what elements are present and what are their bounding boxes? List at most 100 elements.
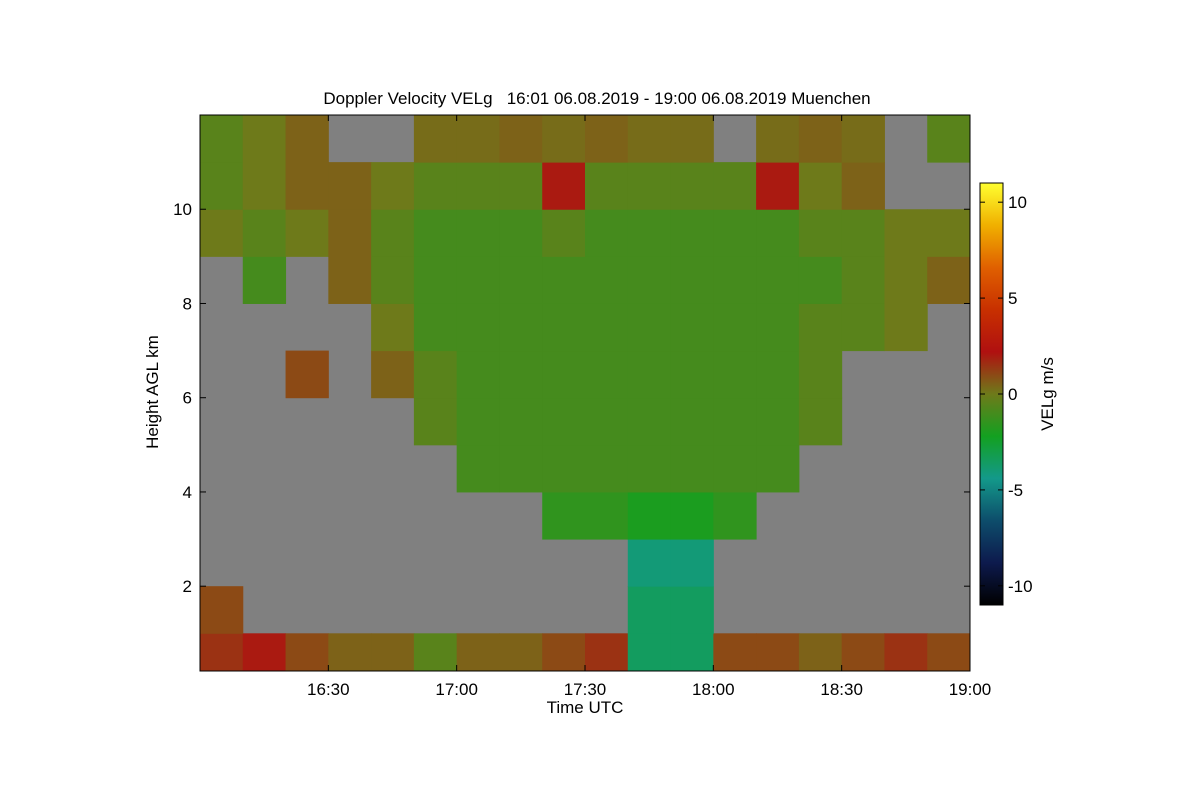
heatmap-cell: [371, 256, 415, 304]
heatmap-cell: [627, 115, 672, 163]
heatmap-cell: [884, 256, 928, 304]
heatmap-cell: [670, 162, 714, 210]
heatmap-cell: [413, 115, 458, 163]
heatmap-cell: [200, 586, 244, 634]
heatmap-cell: [285, 115, 329, 163]
heatmap-cell: [542, 162, 586, 210]
heatmap-cell: [456, 397, 500, 446]
heatmap-cell: [756, 397, 800, 446]
heatmap-cell: [627, 539, 672, 587]
heatmap-cell: [884, 303, 928, 352]
heatmap-cell: [798, 209, 843, 257]
heatmap-cell: [713, 491, 757, 540]
heatmap-cell: [756, 209, 800, 257]
heatmap-cell: [456, 303, 500, 352]
heatmap-cell: [670, 444, 714, 493]
heatmap-cell: [285, 350, 329, 399]
heatmap-cell: [371, 209, 415, 257]
heatmap-cell: [713, 162, 757, 210]
heatmap-cell: [798, 303, 843, 352]
heatmap-cell: [413, 256, 458, 304]
heatmap-cell: [627, 350, 672, 399]
heatmap-cell: [413, 397, 458, 446]
heatmap-cell: [499, 350, 543, 399]
heatmap-cell: [542, 397, 586, 446]
heatmap-cell: [756, 256, 800, 304]
heatmap-cell: [670, 115, 714, 163]
heatmap-cell: [585, 303, 629, 352]
heatmap-cell: [499, 162, 543, 210]
heatmap-cell: [627, 303, 672, 352]
y-axis-label: Height AGL km: [143, 335, 162, 449]
heatmap-cell: [413, 303, 458, 352]
heatmap-cell: [670, 397, 714, 446]
heatmap-cell: [756, 444, 800, 493]
heatmap-cell: [242, 633, 287, 671]
heatmap-cell: [670, 491, 714, 540]
x-tick-label: 18:00: [692, 680, 735, 699]
heatmap-cell: [456, 256, 500, 304]
heatmap-cell: [841, 633, 885, 671]
y-tick-label: 10: [173, 200, 192, 219]
heatmap-cell: [670, 256, 714, 304]
heatmap-cell: [585, 397, 629, 446]
heatmap-cell: [798, 162, 843, 210]
heatmap-cell: [756, 633, 800, 671]
heatmap-cell: [713, 350, 757, 399]
heatmap-cell: [542, 115, 586, 163]
heatmap-cell: [285, 633, 329, 671]
heatmap-cell: [713, 209, 757, 257]
heatmap-cell: [841, 256, 885, 304]
heatmap-cell: [413, 633, 458, 671]
y-tick-label: 6: [183, 389, 192, 408]
heatmap-cell: [713, 303, 757, 352]
heatmap-cell: [499, 397, 543, 446]
heatmap-cell: [242, 256, 287, 304]
heatmap-cell: [328, 209, 372, 257]
heatmap-cell: [841, 209, 885, 257]
heatmap-cell: [242, 209, 287, 257]
x-tick-label: 19:00: [949, 680, 992, 699]
heatmap-cell: [585, 491, 629, 540]
heatmap-cell: [841, 162, 885, 210]
y-tick-label: 4: [183, 483, 192, 502]
heatmap-cell: [585, 256, 629, 304]
heatmap-cell: [499, 256, 543, 304]
heatmap-cell: [413, 350, 458, 399]
heatmap-cell: [542, 491, 586, 540]
heatmap-cell: [713, 256, 757, 304]
heatmap-cell: [713, 444, 757, 493]
heatmap-cell: [627, 256, 672, 304]
heatmap-cell: [499, 444, 543, 493]
heatmap-cell: [499, 115, 543, 163]
heatmap-cell: [627, 444, 672, 493]
heatmap-cell: [328, 633, 372, 671]
heatmap-cell: [627, 491, 672, 540]
heatmap-cell: [798, 115, 843, 163]
heatmap-cell: [585, 633, 629, 671]
heatmap-cell: [713, 397, 757, 446]
heatmap-cell: [627, 397, 672, 446]
heatmap-cell: [542, 303, 586, 352]
x-tick-label: 18:30: [820, 680, 863, 699]
heatmap-cell: [756, 162, 800, 210]
heatmap-cell: [542, 350, 586, 399]
heatmap-cell: [542, 256, 586, 304]
heatmap-cell: [371, 303, 415, 352]
heatmap-cell: [884, 633, 928, 671]
heatmap-cell: [413, 162, 458, 210]
heatmap-cell: [670, 586, 714, 634]
colorbar-tick-label: 5: [1008, 289, 1017, 308]
heatmap-cell: [927, 256, 970, 304]
heatmap-cell: [542, 633, 586, 671]
heatmap-cell: [285, 209, 329, 257]
heatmap-cell: [585, 162, 629, 210]
heatmap-cell: [798, 350, 843, 399]
heatmap-cell: [627, 586, 672, 634]
heatmap-cell: [456, 209, 500, 257]
heatmap-cell: [927, 115, 970, 163]
heatmap-cell: [585, 350, 629, 399]
heatmap-cell: [242, 115, 287, 163]
heatmap-cell: [627, 633, 672, 671]
x-tick-label: 16:30: [307, 680, 350, 699]
